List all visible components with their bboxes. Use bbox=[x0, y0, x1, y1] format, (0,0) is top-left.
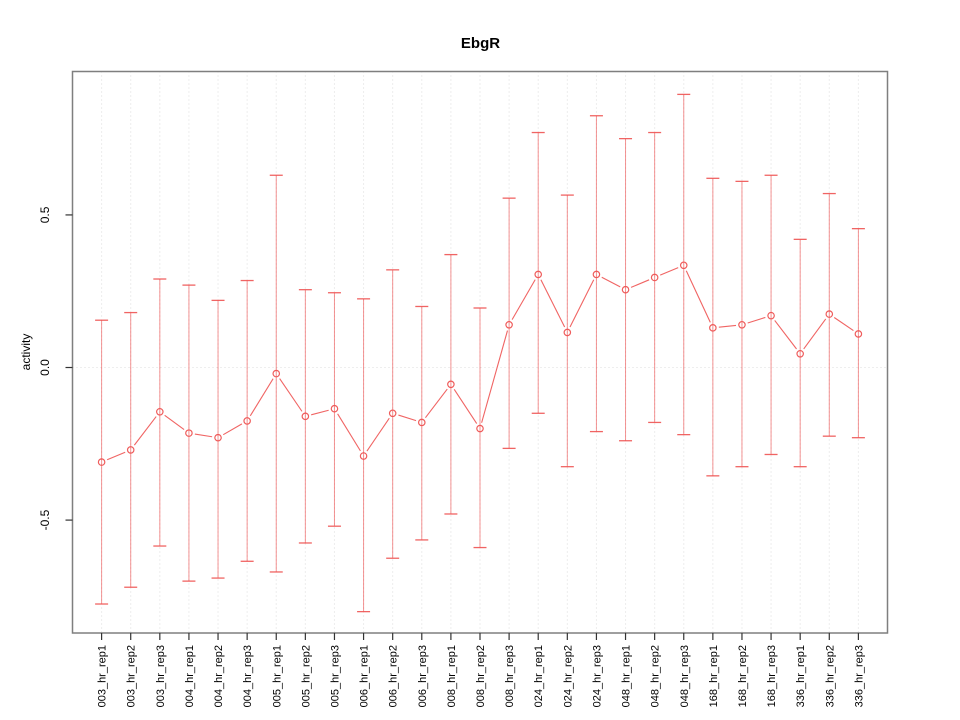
data-point-marker bbox=[563, 328, 572, 337]
data-point-marker bbox=[126, 446, 135, 454]
series-segment bbox=[222, 423, 243, 436]
data-point-marker bbox=[709, 324, 717, 332]
x-tick-label: 005_hr_rep3 bbox=[329, 645, 341, 707]
data-point-marker bbox=[301, 412, 310, 421]
x-tick-label: 005_hr_rep1 bbox=[271, 645, 283, 707]
x-tick-label: 024_hr_rep1 bbox=[533, 645, 545, 707]
series-segment bbox=[279, 378, 303, 412]
data-point-marker bbox=[447, 380, 455, 389]
data-point-marker bbox=[621, 285, 630, 294]
data-point-marker bbox=[272, 369, 281, 378]
data-point-marker bbox=[592, 270, 601, 279]
data-point-marker bbox=[476, 424, 484, 433]
x-tick-label: 004_hr_rep3 bbox=[242, 645, 254, 707]
series-segment bbox=[747, 316, 766, 324]
data-point-marker bbox=[854, 330, 863, 338]
data-point-marker bbox=[388, 409, 397, 418]
series-segment bbox=[106, 451, 126, 461]
series-segment bbox=[540, 279, 566, 328]
x-tick-label: 336_hr_rep1 bbox=[795, 645, 807, 707]
series-segment bbox=[718, 324, 737, 328]
series-segment bbox=[481, 330, 509, 423]
x-tick-label: 168_hr_rep3 bbox=[766, 645, 778, 707]
y-tick-label: 0.0 bbox=[38, 359, 52, 376]
x-tick-label: 008_hr_rep1 bbox=[446, 645, 458, 707]
x-tick-label: 336_hr_rep3 bbox=[853, 645, 865, 707]
series-segment bbox=[630, 279, 650, 288]
data-point-marker bbox=[156, 407, 164, 416]
series-segment bbox=[685, 270, 711, 323]
x-tick-label: 006_hr_rep2 bbox=[388, 645, 400, 707]
x-tick-label: 003_hr_rep2 bbox=[126, 645, 138, 707]
data-point-marker bbox=[796, 349, 804, 358]
data-point-marker bbox=[679, 261, 688, 270]
data-point-marker bbox=[417, 418, 426, 427]
series-segment bbox=[398, 414, 417, 422]
data-point-marker bbox=[243, 417, 251, 425]
data-point-marker bbox=[359, 452, 368, 460]
x-tick-label: 004_hr_rep2 bbox=[213, 645, 225, 707]
data-point-marker bbox=[738, 320, 746, 329]
data-point-marker bbox=[330, 404, 339, 413]
series-segment bbox=[601, 276, 621, 288]
x-tick-label: 168_hr_rep1 bbox=[708, 645, 720, 707]
data-point-marker bbox=[534, 270, 543, 279]
series-segment bbox=[569, 279, 595, 328]
x-tick-label: 003_hr_rep3 bbox=[155, 645, 167, 707]
x-tick-label: 003_hr_rep1 bbox=[97, 645, 109, 707]
series-segment bbox=[511, 279, 536, 320]
x-tick-label: 005_hr_rep2 bbox=[300, 645, 312, 707]
series-segment bbox=[337, 413, 361, 452]
y-tick-label: 0.5 bbox=[38, 206, 52, 223]
x-tick-label: 336_hr_rep2 bbox=[824, 645, 836, 707]
series-segment bbox=[833, 317, 854, 332]
data-point-marker bbox=[825, 310, 834, 318]
x-tick-label: 048_hr_rep1 bbox=[621, 645, 633, 707]
x-tick-label: 008_hr_rep3 bbox=[504, 645, 516, 707]
chart-title: EbgR bbox=[460, 35, 501, 52]
x-tick-label: 006_hr_rep3 bbox=[417, 645, 429, 707]
series-segment bbox=[164, 414, 185, 431]
x-tick-label: 008_hr_rep2 bbox=[475, 645, 487, 707]
data-point-marker bbox=[214, 433, 222, 442]
x-tick-label: 168_hr_rep2 bbox=[737, 645, 749, 707]
data-point-marker bbox=[505, 320, 513, 329]
y-tick-label: -0.5 bbox=[38, 509, 52, 530]
data-point-marker bbox=[767, 311, 775, 320]
series-segment bbox=[803, 318, 827, 350]
series-segment bbox=[311, 409, 329, 416]
data-point-marker bbox=[185, 429, 193, 437]
x-tick-label: 024_hr_rep3 bbox=[591, 645, 603, 707]
series-segment bbox=[424, 388, 448, 419]
x-tick-label: 048_hr_rep3 bbox=[679, 645, 691, 707]
series-segment bbox=[194, 433, 213, 438]
x-tick-label: 048_hr_rep2 bbox=[650, 645, 662, 707]
x-tick-label: 004_hr_rep1 bbox=[184, 645, 196, 707]
x-tick-label: 006_hr_rep1 bbox=[359, 645, 371, 707]
data-point-marker bbox=[650, 273, 659, 282]
series-segment bbox=[659, 267, 679, 276]
series-segment bbox=[366, 417, 390, 452]
series-segment bbox=[774, 320, 797, 350]
series-segment bbox=[133, 416, 157, 446]
series-segment bbox=[453, 389, 478, 424]
data-point-marker bbox=[97, 458, 106, 466]
x-tick-label: 024_hr_rep2 bbox=[562, 645, 574, 707]
series-segment bbox=[249, 378, 274, 417]
